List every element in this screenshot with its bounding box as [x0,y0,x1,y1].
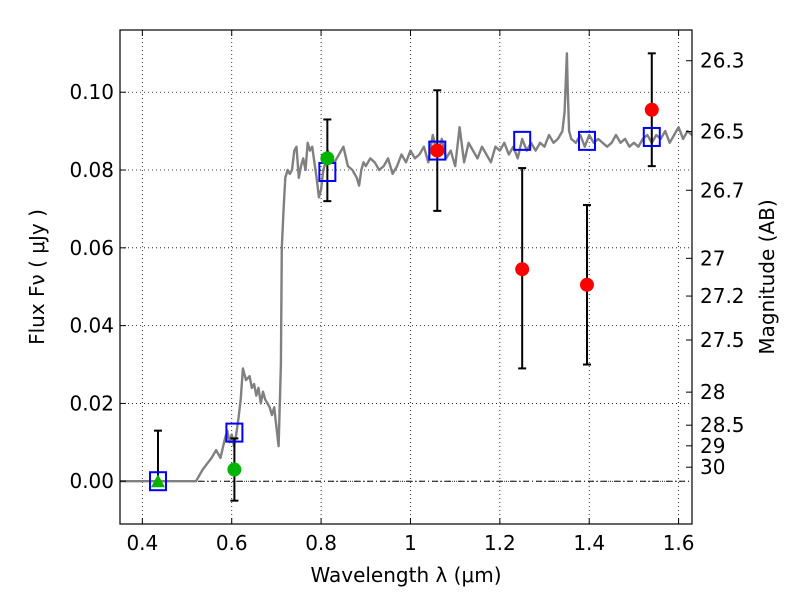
plot-frame [119,29,693,525]
y-tick-label: 0.00 [69,469,114,493]
x-tick-label: 1.6 [663,531,695,555]
markers-layer [148,102,661,492]
photometry-point [227,462,242,477]
magnitude-tick-label: 29 [700,434,725,458]
magnitude-tick-label: 27 [700,246,725,270]
y-tick-label: 0.02 [69,391,114,415]
x-axis-label: Wavelength λ (μm) [310,563,501,587]
magnitude-axis-label: Magnitude (AB) [755,199,779,354]
magnitude-tick-label: 26.5 [700,120,745,144]
model-square-marker [148,471,167,492]
model-square-marker [513,130,532,151]
photometry-point [430,143,445,158]
model-square-marker [642,126,661,147]
model-square-marker [428,140,447,161]
x-tick-label: 1 [404,531,417,555]
magnitude-tick-label: 28.5 [700,413,745,437]
x-tick-label: 0.6 [216,531,248,555]
x-tick-label: 1.4 [573,531,605,555]
y-tick-label: 0.06 [69,236,114,260]
x-axis-ticks: 0.4 0.6 0.8 1 1.2 1.4 1.6 [126,30,695,555]
y-axis-label: Flux Fν ( μJy ) [25,209,49,345]
grid [120,30,692,524]
model-spectrum-line [120,52,693,483]
magnitude-tick-label: 27.2 [700,284,745,308]
x-tick-label: 0.8 [305,531,337,555]
photometry-point [579,277,594,292]
magnitude-tick-label: 27.5 [700,328,745,352]
photometry-point [644,102,659,117]
plot-area [120,30,692,524]
upper-limit-marker [150,474,165,488]
y-tick-label: 0.04 [69,314,114,338]
magnitude-tick-label: 26.3 [700,49,745,73]
model-square-marker [225,422,244,443]
magnitude-tick-label: 30 [700,455,725,479]
y-axis-ticks: 0.00 0.02 0.04 0.06 0.08 0.10 [69,80,126,493]
y-tick-label: 0.08 [69,158,114,182]
photometry-point [320,151,335,166]
model-square-marker [577,130,596,151]
magnitude-tick-label: 26.7 [700,178,745,202]
photometry-point [515,262,530,277]
magnitude-tick-label: 28 [700,380,725,404]
x-tick-label: 0.4 [126,531,158,555]
model-spectrum-layer [120,52,693,483]
x-tick-label: 1.2 [484,531,516,555]
y-tick-label: 0.10 [69,80,114,104]
